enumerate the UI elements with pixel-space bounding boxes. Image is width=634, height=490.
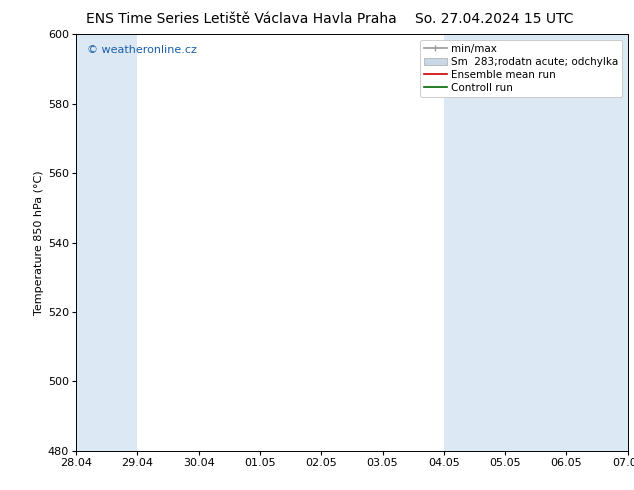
Y-axis label: Temperature 850 hPa (°C): Temperature 850 hPa (°C) — [34, 170, 44, 315]
Legend: min/max, Sm  283;rodatn acute; odchylka, Ensemble mean run, Controll run: min/max, Sm 283;rodatn acute; odchylka, … — [420, 40, 623, 97]
Bar — [566, 34, 628, 451]
Text: So. 27.04.2024 15 UTC: So. 27.04.2024 15 UTC — [415, 12, 574, 26]
Text: ENS Time Series Letiště Václava Havla Praha: ENS Time Series Letiště Václava Havla Pr… — [86, 12, 396, 26]
Bar — [76, 34, 138, 451]
Bar — [444, 34, 566, 451]
Text: © weatheronline.cz: © weatheronline.cz — [87, 45, 197, 55]
